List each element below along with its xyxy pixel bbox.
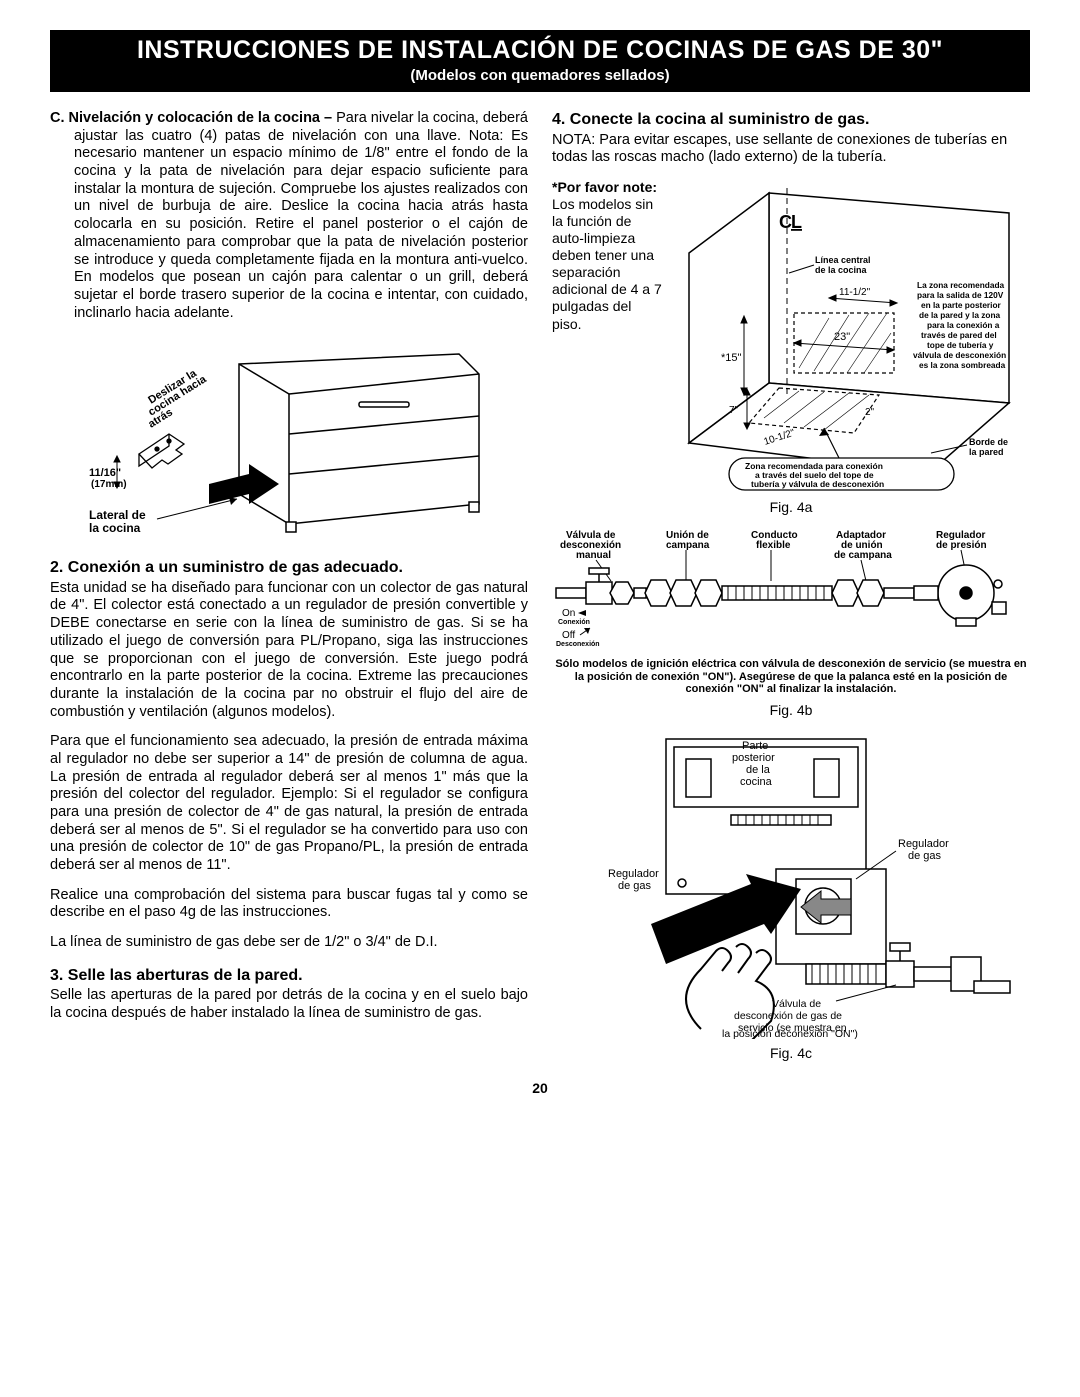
svg-text:La zona recomendada: La zona recomendada: [917, 280, 1005, 290]
fig4a-row: *Por favor note: Los modelos sin la func…: [552, 179, 1030, 493]
note-body: Los modelos sin la función de auto-limpi…: [552, 196, 662, 332]
right-column: 4. Conecte la cocina al suministro de ga…: [552, 110, 1030, 1062]
section-2-title: 2. Conexión a un suministro de gas adecu…: [50, 558, 528, 578]
section-2-p3: Realice una comprobación del sistema par…: [50, 887, 528, 922]
svg-text:tope de tubería y: tope de tubería y: [927, 340, 994, 350]
section-3-p1: Selle las aperturas de la pared por detr…: [50, 987, 528, 1022]
fig4a-caption: Fig. 4a: [552, 499, 1030, 516]
svg-text:2": 2": [865, 407, 875, 418]
svg-text:desconexión de gas de: desconexión de gas de: [734, 1010, 842, 1022]
fig4c-caption: Fig. 4c: [552, 1045, 1030, 1062]
svg-text:de la: de la: [746, 764, 771, 776]
section-3-title: 3. Selle las aberturas de la pared.: [50, 966, 528, 986]
svg-text:L: L: [791, 212, 802, 232]
section-c-body: Para nivelar la cocina, deberá ajustar l…: [74, 110, 528, 321]
svg-text:Conexión: Conexión: [558, 619, 590, 626]
svg-text:(17mm): (17mm): [91, 479, 127, 490]
fig4b-note: Sólo modelos de ignición eléctrica con v…: [552, 658, 1030, 696]
svg-text:la pared: la pared: [969, 447, 1004, 457]
header-subtitle: (Modelos con quemadores sellados): [50, 67, 1030, 84]
section-c-lead: C. Nivelación y colocación de la cocina …: [50, 110, 336, 126]
header-title: INSTRUCCIONES DE INSTALACIÓN DE COCINAS …: [50, 36, 1030, 65]
svg-text:de la cocina: de la cocina: [815, 265, 868, 275]
section-c: C. Nivelación y colocación de la cocina …: [50, 110, 528, 322]
figure-stove-slide: Deslizar la cocina hacia atrás 11/16" (1…: [70, 334, 528, 544]
svg-text:de campana: de campana: [834, 550, 892, 561]
fig4a-note: *Por favor note: Los modelos sin la func…: [552, 179, 662, 333]
svg-text:válvula de desconexión: válvula de desconexión: [913, 350, 1006, 360]
svg-text:Válvula de: Válvula de: [772, 998, 821, 1010]
svg-text:Parte: Parte: [742, 740, 768, 752]
svg-text:posterior: posterior: [732, 752, 775, 764]
svg-text:Borde de: Borde de: [969, 437, 1008, 447]
svg-text:de gas: de gas: [618, 880, 652, 892]
svg-text:Regulador: Regulador: [898, 838, 949, 850]
svg-text:para la salida de 120V: para la salida de 120V: [917, 290, 1004, 300]
svg-text:23": 23": [834, 331, 850, 343]
svg-text:Línea central: Línea central: [815, 255, 871, 265]
svg-text:para la conexión a: para la conexión a: [927, 320, 1000, 330]
svg-text:través de pared del: través de pared del: [921, 330, 997, 340]
svg-text:en la parte posterior: en la parte posterior: [921, 300, 1002, 310]
svg-text:*15": *15": [721, 352, 742, 364]
figure-4a: C L Línea central de la cocina: [668, 183, 1030, 493]
svg-text:Regulador: Regulador: [608, 868, 659, 880]
svg-text:de presión: de presión: [936, 540, 987, 551]
svg-text:Off: Off: [562, 630, 575, 641]
svg-text:la posición deconexión "ON"): la posición deconexión "ON"): [722, 1028, 858, 1039]
header-bar: INSTRUCCIONES DE INSTALACIÓN DE COCINAS …: [50, 30, 1030, 92]
svg-text:11/16": 11/16": [89, 467, 121, 479]
svg-text:11-1/2": 11-1/2": [839, 287, 871, 298]
page-number: 20: [50, 1080, 1030, 1096]
svg-text:Desconexión: Desconexión: [556, 641, 600, 648]
section-2-p4: La línea de suministro de gas debe ser d…: [50, 934, 528, 952]
svg-text:On: On: [562, 608, 575, 619]
section-2-p2: Para que el funcionamiento sea adecuado,…: [50, 733, 528, 875]
fig4b-caption: Fig. 4b: [552, 702, 1030, 719]
section-4-title: 4. Conecte la cocina al suministro de ga…: [552, 110, 1030, 130]
svg-text:campana: campana: [666, 540, 710, 551]
svg-text:es la zona sombreada: es la zona sombreada: [919, 360, 1006, 370]
two-column-layout: C. Nivelación y colocación de la cocina …: [50, 110, 1030, 1062]
section-4-p1: NOTA: Para evitar escapes, use sellante …: [552, 132, 1030, 167]
svg-text:tubería y válvula de desconexi: tubería y válvula de desconexión: [751, 479, 884, 489]
svg-text:manual: manual: [576, 550, 611, 561]
figure-4c: Parte posterior de la cocina Regulador d…: [552, 729, 1030, 1039]
left-column: C. Nivelación y colocación de la cocina …: [50, 110, 528, 1062]
section-2-p1: Esta unidad se ha diseñado para funciona…: [50, 580, 528, 722]
svg-text:cocina: cocina: [740, 776, 773, 788]
svg-text:flexible: flexible: [756, 540, 791, 551]
svg-text:7": 7": [729, 405, 739, 416]
note-lead: *Por favor note:: [552, 179, 657, 195]
svg-text:Lateral de: Lateral de: [89, 508, 146, 522]
figure-4b: Válvula de desconexión manual Unión de c…: [552, 526, 1030, 656]
svg-text:de gas: de gas: [908, 850, 942, 862]
svg-text:la cocina: la cocina: [89, 521, 141, 535]
svg-text:de la pared y la zona: de la pared y la zona: [919, 310, 1001, 320]
